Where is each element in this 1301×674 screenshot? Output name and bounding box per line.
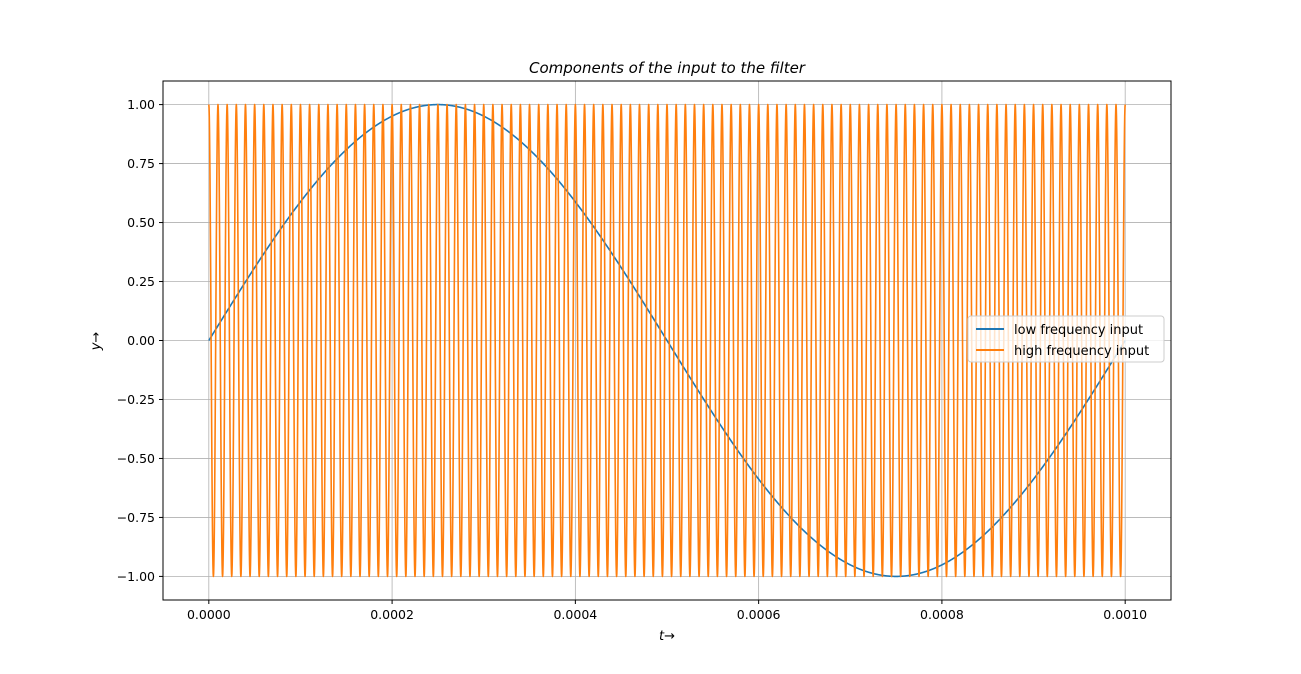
- x-tick-label: 0.0008: [920, 607, 964, 622]
- y-axis-label: y→: [89, 332, 104, 352]
- legend-label-high-frequency: high frequency input: [1014, 344, 1149, 359]
- legend: low frequency input high frequency input: [967, 315, 1165, 363]
- y-tick-label: −0.75: [117, 510, 155, 525]
- y-tick-label: 0.25: [127, 274, 155, 289]
- y-tick-label: 0.50: [127, 215, 155, 230]
- legend-box: [967, 315, 1165, 363]
- y-tick-label: −1.00: [117, 569, 155, 584]
- x-tick-label: 0.0010: [1103, 607, 1147, 622]
- x-tick-label: 0.0002: [370, 607, 414, 622]
- y-axis: 1.00 0.75 0.50 0.25 0.00 −0.25 −0.50 −0.75 −1.00: [117, 97, 163, 584]
- x-axis-label: t→: [659, 629, 675, 644]
- series-line-high-frequency: [208, 103, 1126, 578]
- x-tick-label: 0.0000: [187, 607, 231, 622]
- y-tick-label: 0.75: [127, 156, 155, 171]
- chart-title: Components of the input to the filter: [529, 59, 806, 77]
- series-layer: [208, 103, 1126, 578]
- x-tick-label: 0.0006: [737, 607, 781, 622]
- x-axis: 0.0000 0.0002 0.0004 0.0006 0.0008 0.0010: [187, 600, 1147, 622]
- y-tick-label: 0.00: [127, 333, 155, 348]
- x-tick-label: 0.0004: [553, 607, 597, 622]
- legend-label-low-frequency: low frequency input: [1014, 323, 1143, 338]
- y-tick-label: −0.25: [117, 392, 155, 407]
- y-tick-label: −0.50: [117, 451, 155, 466]
- y-tick-label: 1.00: [127, 97, 155, 112]
